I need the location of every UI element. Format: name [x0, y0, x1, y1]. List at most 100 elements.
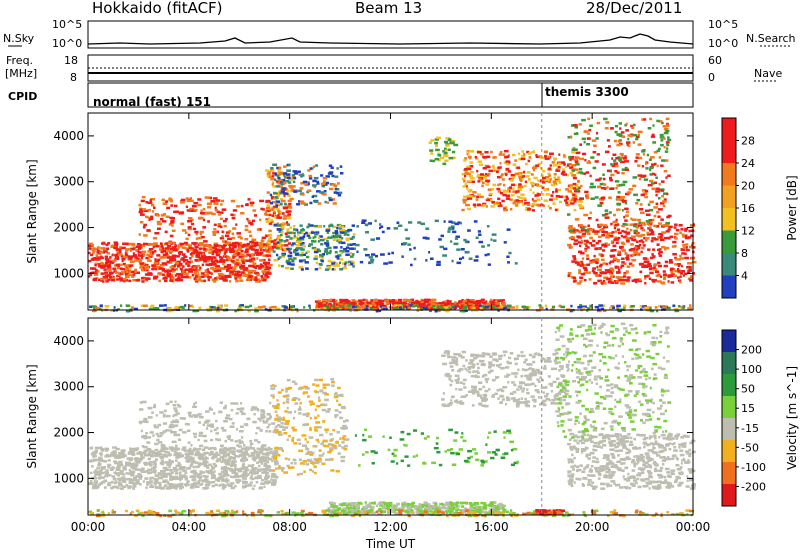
data-cell [303, 233, 306, 236]
data-cell [180, 222, 185, 226]
data-cell [189, 260, 193, 263]
data-cell [289, 251, 293, 255]
velocity-panel [88, 322, 696, 518]
data-cell [113, 450, 117, 454]
data-cell [227, 265, 230, 269]
data-cell [210, 200, 216, 203]
data-cell [565, 203, 570, 207]
data-cell [262, 457, 267, 461]
data-cell [365, 253, 370, 257]
data-cell [441, 305, 445, 309]
data-cell [116, 454, 119, 458]
data-cell [266, 254, 272, 257]
data-cell [321, 257, 324, 260]
data-cell [625, 122, 628, 126]
data-cell [413, 246, 416, 250]
data-cell [404, 228, 408, 232]
data-cell [428, 141, 432, 144]
data-cell [139, 468, 144, 472]
data-cell [422, 306, 426, 310]
data-cell [552, 180, 556, 183]
data-cell [369, 261, 374, 264]
data-cell [655, 176, 658, 179]
data-cell [318, 299, 322, 303]
data-cell [667, 280, 670, 283]
data-cell [152, 460, 157, 463]
data-cell [640, 305, 645, 308]
data-cell [220, 203, 223, 206]
data-cell [462, 185, 465, 188]
data-cell [240, 212, 245, 215]
data-cell [460, 248, 465, 251]
data-cell [577, 236, 582, 239]
data-cell [603, 117, 608, 121]
data-cell [650, 239, 654, 243]
data-cell [572, 176, 577, 180]
data-cell [129, 447, 135, 451]
data-cell [652, 268, 658, 271]
data-cell [246, 242, 250, 246]
data-cell [248, 454, 252, 458]
data-cell [214, 455, 218, 459]
data-cell [213, 453, 216, 456]
data-cell [582, 307, 586, 310]
data-cell [134, 259, 139, 262]
data-cell [472, 191, 477, 194]
data-cell [113, 460, 117, 463]
data-cell [164, 230, 168, 234]
data-cell [171, 270, 176, 273]
data-cell [216, 309, 220, 313]
data-cell [261, 236, 266, 240]
data-cell [350, 303, 356, 306]
data-cell [181, 468, 185, 471]
data-cell [668, 225, 673, 229]
data-cell [515, 199, 519, 202]
data-cell [129, 457, 133, 460]
data-cell [212, 268, 216, 271]
data-cell [142, 226, 146, 229]
data-cell [669, 267, 674, 271]
data-cell [292, 180, 296, 184]
data-cell [198, 447, 202, 451]
data-cell [585, 196, 590, 200]
data-cell [532, 191, 535, 194]
data-cell [216, 251, 221, 254]
data-cell [256, 257, 259, 260]
data-cell [241, 473, 245, 477]
data-cell [573, 158, 579, 162]
data-cell [353, 302, 357, 306]
data-cell [115, 271, 120, 274]
data-cell [145, 486, 148, 489]
data-cell [652, 218, 655, 222]
data-cell [483, 156, 487, 159]
data-cell [266, 248, 271, 252]
data-cell [154, 454, 157, 458]
data-cell [429, 159, 433, 162]
data-cell [341, 225, 345, 228]
data-cell [97, 458, 101, 462]
data-cell [182, 431, 187, 434]
data-cell [239, 279, 244, 282]
data-cell [553, 157, 558, 160]
data-cell [569, 246, 573, 249]
data-cell [134, 268, 137, 272]
data-cell [104, 455, 109, 458]
data-cell [616, 271, 621, 274]
data-cell [240, 407, 245, 410]
data-cell [144, 267, 149, 270]
data-cell [631, 126, 635, 129]
data-cell [94, 247, 98, 251]
data-cell [116, 456, 121, 459]
data-cell [143, 461, 148, 465]
data-cell [336, 226, 339, 230]
data-cell [550, 183, 556, 187]
data-cell [180, 242, 184, 246]
data-cell [95, 254, 98, 257]
data-cell [627, 144, 631, 148]
data-cell [152, 277, 158, 280]
data-cell [271, 422, 276, 425]
data-cell [207, 255, 211, 259]
data-cell [208, 245, 213, 248]
data-cell [216, 269, 222, 272]
data-cell [649, 271, 654, 275]
